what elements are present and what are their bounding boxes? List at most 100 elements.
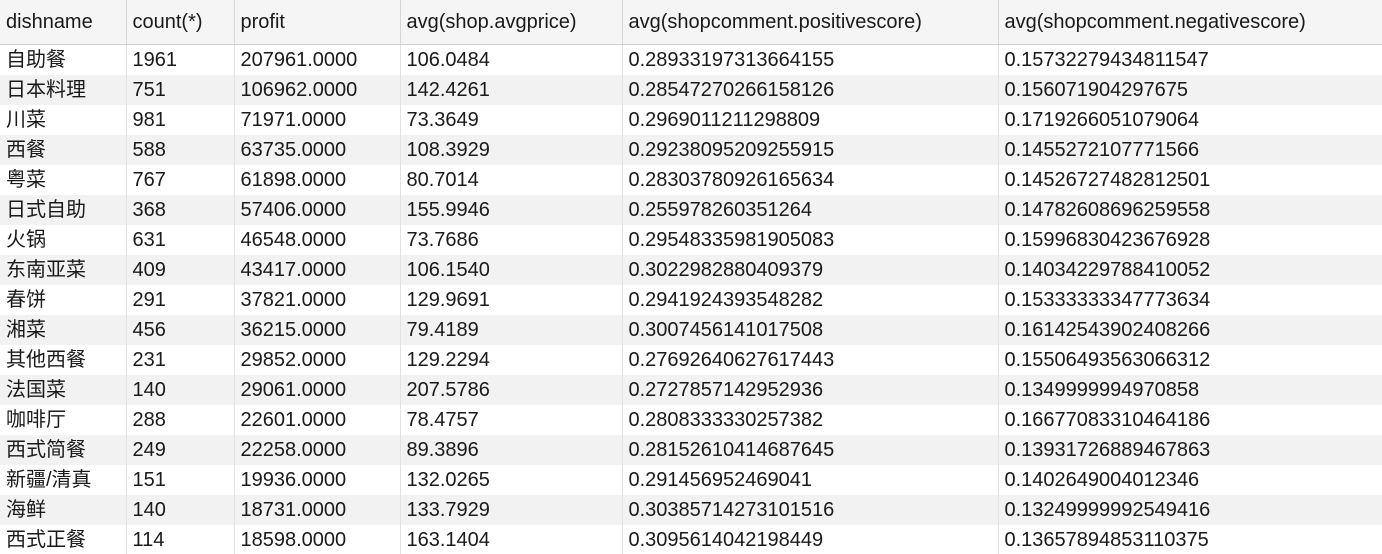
table-row[interactable]: 法国菜 140 29061.0000 207.5786 0.27278571429529… bbox=[0, 375, 1382, 405]
cell-avg-avgprice[interactable]: 89.3896 bbox=[400, 435, 623, 465]
cell-avg-negativescore[interactable]: 0.1455272107771566 bbox=[998, 135, 1382, 165]
cell-dishname[interactable]: 粤菜 bbox=[0, 165, 127, 195]
table-row[interactable]: 其他西餐 231 29852.0000 129.2294 0.2769264062761… bbox=[0, 345, 1382, 375]
cell-profit[interactable]: 29852.0000 bbox=[234, 345, 401, 375]
cell-avg-avgprice[interactable]: 133.7929 bbox=[400, 495, 623, 525]
cell-profit[interactable]: 29061.0000 bbox=[234, 375, 401, 405]
cell-dishname[interactable]: 川菜 bbox=[0, 105, 127, 135]
cell-avg-avgprice[interactable]: 132.0265 bbox=[400, 465, 623, 495]
cell-avg-negativescore[interactable]: 0.13249999992549416 bbox=[998, 495, 1382, 525]
table-row[interactable]: 粤菜 767 61898.0000 80.7014 0.2830378092616563… bbox=[0, 165, 1382, 195]
cell-avg-negativescore[interactable]: 0.15996830423676928 bbox=[998, 225, 1382, 255]
cell-profit[interactable]: 46548.0000 bbox=[234, 225, 401, 255]
cell-profit[interactable]: 57406.0000 bbox=[234, 195, 401, 225]
cell-avg-negativescore[interactable]: 0.14034229788410052 bbox=[998, 255, 1382, 285]
cell-avg-negativescore[interactable]: 0.13931726889467863 bbox=[998, 435, 1382, 465]
cell-avg-positivescore[interactable]: 0.255978260351264 bbox=[622, 195, 999, 225]
cell-avg-positivescore[interactable]: 0.2727857142952936 bbox=[622, 375, 999, 405]
cell-profit[interactable]: 207961.0000 bbox=[234, 44, 401, 75]
cell-avg-avgprice[interactable]: 129.2294 bbox=[400, 345, 623, 375]
column-header-profit[interactable]: profit bbox=[234, 0, 401, 45]
cell-avg-positivescore[interactable]: 0.27692640627617443 bbox=[622, 345, 999, 375]
cell-avg-positivescore[interactable]: 0.30385714273101516 bbox=[622, 495, 999, 525]
cell-dishname[interactable]: 西式简餐 bbox=[0, 435, 127, 465]
cell-avg-positivescore[interactable]: 0.2969011211298809 bbox=[622, 105, 999, 135]
table-row[interactable]: 咖啡厅 288 22601.0000 78.4757 0.280833333025738… bbox=[0, 405, 1382, 435]
cell-count[interactable]: 981 bbox=[126, 105, 235, 135]
cell-count[interactable]: 151 bbox=[126, 465, 235, 495]
table-row[interactable]: 日式自助 368 57406.0000 155.9946 0.2559782603512… bbox=[0, 195, 1382, 225]
cell-dishname[interactable]: 西餐 bbox=[0, 135, 127, 165]
cell-avg-negativescore[interactable]: 0.16677083310464186 bbox=[998, 405, 1382, 435]
cell-avg-negativescore[interactable]: 0.15333333347773634 bbox=[998, 285, 1382, 315]
cell-avg-positivescore[interactable]: 0.29548335981905083 bbox=[622, 225, 999, 255]
cell-profit[interactable]: 37821.0000 bbox=[234, 285, 401, 315]
cell-avg-positivescore[interactable]: 0.28303780926165634 bbox=[622, 165, 999, 195]
cell-dishname[interactable]: 西式正餐 bbox=[0, 525, 127, 554]
cell-avg-avgprice[interactable]: 106.1540 bbox=[400, 255, 623, 285]
table-row[interactable]: 川菜 981 71971.0000 73.3649 0.2969011211298809… bbox=[0, 105, 1382, 135]
cell-profit[interactable]: 19936.0000 bbox=[234, 465, 401, 495]
cell-count[interactable]: 631 bbox=[126, 225, 235, 255]
cell-avg-avgprice[interactable]: 129.9691 bbox=[400, 285, 623, 315]
table-row[interactable]: 西式简餐 249 22258.0000 89.3896 0.28152610414687… bbox=[0, 435, 1382, 465]
table-row[interactable]: 春饼 291 37821.0000 129.9691 0.294192439354828… bbox=[0, 285, 1382, 315]
table-row[interactable]: 火锅 631 46548.0000 73.7686 0.2954833598190508… bbox=[0, 225, 1382, 255]
cell-dishname[interactable]: 春饼 bbox=[0, 285, 127, 315]
cell-avg-avgprice[interactable]: 78.4757 bbox=[400, 405, 623, 435]
column-header-count[interactable]: count(*) bbox=[126, 0, 235, 45]
column-header-dishname[interactable]: dishname bbox=[0, 0, 127, 45]
cell-profit[interactable]: 22258.0000 bbox=[234, 435, 401, 465]
cell-avg-positivescore[interactable]: 0.2941924393548282 bbox=[622, 285, 999, 315]
cell-count[interactable]: 456 bbox=[126, 315, 235, 345]
cell-avg-negativescore[interactable]: 0.1402649004012346 bbox=[998, 465, 1382, 495]
cell-avg-negativescore[interactable]: 0.1719266051079064 bbox=[998, 105, 1382, 135]
table-row[interactable]: 海鲜 140 18731.0000 133.7929 0.303857142731015… bbox=[0, 495, 1382, 525]
column-header-avg-negativescore[interactable]: avg(shopcomment.negativescore) bbox=[998, 0, 1382, 45]
cell-count[interactable]: 368 bbox=[126, 195, 235, 225]
cell-avg-positivescore[interactable]: 0.3095614042198449 bbox=[622, 525, 999, 554]
cell-avg-negativescore[interactable]: 0.14526727482812501 bbox=[998, 165, 1382, 195]
cell-count[interactable]: 588 bbox=[126, 135, 235, 165]
column-header-avg-avgprice[interactable]: avg(shop.avgprice) bbox=[400, 0, 623, 45]
cell-profit[interactable]: 63735.0000 bbox=[234, 135, 401, 165]
cell-dishname[interactable]: 咖啡厅 bbox=[0, 405, 127, 435]
cell-profit[interactable]: 106962.0000 bbox=[234, 75, 401, 105]
cell-avg-avgprice[interactable]: 73.3649 bbox=[400, 105, 623, 135]
cell-profit[interactable]: 18731.0000 bbox=[234, 495, 401, 525]
cell-count[interactable]: 140 bbox=[126, 375, 235, 405]
column-header-avg-positivescore[interactable]: avg(shopcomment.positivescore) bbox=[622, 0, 999, 45]
cell-avg-avgprice[interactable]: 163.1404 bbox=[400, 525, 623, 554]
cell-dishname[interactable]: 日本料理 bbox=[0, 75, 127, 105]
table-row[interactable]: 东南亚菜 409 43417.0000 106.1540 0.3022982880409… bbox=[0, 255, 1382, 285]
cell-dishname[interactable]: 自助餐 bbox=[0, 44, 127, 75]
cell-avg-positivescore[interactable]: 0.29238095209255915 bbox=[622, 135, 999, 165]
cell-avg-avgprice[interactable]: 73.7686 bbox=[400, 225, 623, 255]
table-row[interactable]: 湘菜 456 36215.0000 79.4189 0.3007456141017508… bbox=[0, 315, 1382, 345]
cell-count[interactable]: 409 bbox=[126, 255, 235, 285]
cell-count[interactable]: 231 bbox=[126, 345, 235, 375]
cell-count[interactable]: 767 bbox=[126, 165, 235, 195]
table-row[interactable]: 自助餐 1961 207961.0000 106.0484 0.289331973136… bbox=[0, 44, 1382, 75]
cell-avg-positivescore[interactable]: 0.28933197313664155 bbox=[622, 44, 999, 75]
cell-dishname[interactable]: 海鲜 bbox=[0, 495, 127, 525]
cell-profit[interactable]: 71971.0000 bbox=[234, 105, 401, 135]
cell-count[interactable]: 114 bbox=[126, 525, 235, 554]
cell-avg-negativescore[interactable]: 0.15506493563066312 bbox=[998, 345, 1382, 375]
cell-profit[interactable]: 43417.0000 bbox=[234, 255, 401, 285]
table-row[interactable]: 西式正餐 114 18598.0000 163.1404 0.3095614042198… bbox=[0, 525, 1382, 554]
cell-avg-positivescore[interactable]: 0.291456952469041 bbox=[622, 465, 999, 495]
cell-avg-negativescore[interactable]: 0.156071904297675 bbox=[998, 75, 1382, 105]
cell-count[interactable]: 1961 bbox=[126, 44, 235, 75]
cell-avg-negativescore[interactable]: 0.13657894853110375 bbox=[998, 525, 1382, 554]
table-row[interactable]: 西餐 588 63735.0000 108.3929 0.292380952092559… bbox=[0, 135, 1382, 165]
cell-avg-positivescore[interactable]: 0.2808333330257382 bbox=[622, 405, 999, 435]
cell-avg-avgprice[interactable]: 155.9946 bbox=[400, 195, 623, 225]
cell-dishname[interactable]: 法国菜 bbox=[0, 375, 127, 405]
cell-dishname[interactable]: 新疆/清真 bbox=[0, 465, 127, 495]
table-row[interactable]: 新疆/清真 151 19936.0000 132.0265 0.291456952469… bbox=[0, 465, 1382, 495]
cell-count[interactable]: 751 bbox=[126, 75, 235, 105]
cell-avg-negativescore[interactable]: 0.16142543902408266 bbox=[998, 315, 1382, 345]
cell-avg-positivescore[interactable]: 0.28152610414687645 bbox=[622, 435, 999, 465]
